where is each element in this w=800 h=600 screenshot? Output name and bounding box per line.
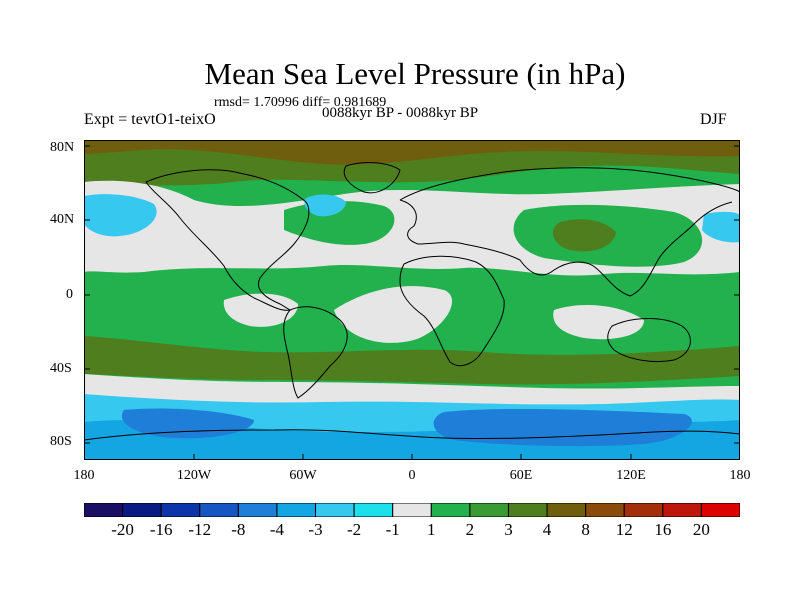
lon-label-60e: 60E — [509, 468, 533, 483]
colorbar-swatch — [546, 503, 587, 517]
colorbar-label: -16 — [149, 520, 173, 539]
colorbar-label: 2 — [465, 520, 475, 539]
colorbar-label: -8 — [231, 520, 246, 539]
colorbar-swatch — [662, 503, 702, 517]
lon-label-0: 0 — [408, 468, 416, 483]
colorbar-label: 1 — [427, 520, 436, 539]
map-title: Mean Sea Level Pressure (in hPa) — [204, 56, 626, 91]
lat-label-eq: 0 — [66, 287, 73, 302]
colorbar-swatch — [84, 503, 124, 517]
region-trop-neutral — [334, 286, 453, 343]
coast-greenland — [343, 162, 401, 194]
patch-pacific-right — [702, 211, 740, 243]
colorbar-swatch — [507, 503, 548, 517]
colorbar-swatch — [237, 503, 278, 517]
colorbar-swatch — [392, 503, 432, 517]
axis-ticks — [84, 145, 740, 460]
colorbar-swatch — [469, 503, 509, 517]
coast-north-america — [145, 169, 310, 311]
colorbar-label: 16 — [654, 520, 672, 539]
band-polar — [84, 140, 740, 165]
colorbar-label: 12 — [615, 520, 633, 539]
lon-label-120w: 120W — [176, 468, 212, 483]
colorbar-swatch — [585, 503, 625, 517]
colorbar-swatch — [160, 503, 201, 517]
colorbar-swatch — [430, 503, 471, 517]
region-se-pacific — [223, 293, 298, 327]
colorbar-swatch — [700, 503, 740, 517]
colorbar-swatch — [122, 503, 162, 517]
coast-south-america — [283, 306, 348, 399]
colorbar-label: -3 — [308, 520, 323, 539]
coast-antarctica — [84, 429, 740, 441]
patch-antarctic-low — [433, 408, 692, 447]
colorbar-label: -1 — [385, 520, 400, 539]
patch-asia-core — [552, 219, 616, 252]
season-label: DJF — [700, 111, 727, 128]
patch-pacific-low — [84, 194, 157, 237]
coastlines — [84, 162, 740, 441]
lat-label-80s: 80S — [50, 434, 72, 449]
colorbar-swatch — [623, 503, 664, 517]
colorbar-label: -4 — [269, 520, 285, 539]
colorbar-swatch — [315, 503, 355, 517]
lon-label-180w: 180 — [73, 468, 95, 483]
colorbar-label: 20 — [692, 520, 710, 539]
lon-label-60w: 60W — [289, 468, 317, 483]
colorbar-label: 3 — [504, 520, 513, 539]
coast-africa — [399, 255, 505, 367]
rmsd-stats: rmsd= 1.70996 diff= 0.981689 — [214, 95, 387, 110]
colorbar-swatch — [276, 503, 317, 517]
experiment-label: Expt = tevtO1-teixO — [84, 111, 216, 128]
pressure-map — [84, 140, 740, 460]
colorbar-label: 8 — [581, 520, 590, 539]
region-indian — [553, 305, 644, 340]
coast-australia — [607, 318, 691, 363]
lat-label-80n: 80N — [50, 140, 75, 155]
colorbar-label: -20 — [111, 520, 134, 539]
patch-nw-atlantic — [304, 194, 346, 217]
lon-label-180e: 180 — [729, 468, 751, 483]
band-south-ridge — [84, 336, 740, 385]
coast-europe-asia — [399, 167, 740, 297]
colorbar-swatch — [353, 503, 394, 517]
period-label: 0088kyr BP - 0088kyr BP — [322, 105, 479, 121]
lat-label-40s: 40S — [50, 361, 72, 376]
colorbar-label: 4 — [542, 520, 552, 539]
colorbar-label: -2 — [347, 520, 362, 539]
colorbar-label: -12 — [188, 520, 212, 539]
colorbar-swatch — [199, 503, 239, 517]
lon-label-120e: 120E — [616, 468, 646, 483]
colorbar — [84, 503, 740, 517]
lat-label-40n: 40N — [50, 212, 75, 227]
